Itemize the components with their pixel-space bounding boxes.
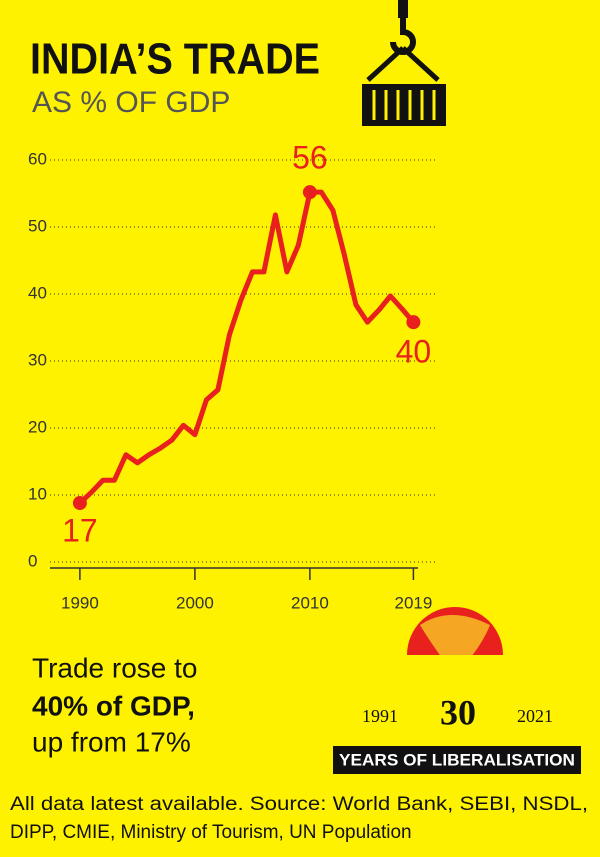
badge-end: 2021 xyxy=(517,706,553,726)
x-tick-label: 1990 xyxy=(61,593,99,612)
y-tick-label: 10 xyxy=(28,484,47,503)
annotation: 17 xyxy=(62,512,98,548)
source-line: All data latest available. Source: World… xyxy=(10,794,588,815)
point xyxy=(406,315,421,330)
y-tick-label: 40 xyxy=(28,283,47,302)
note-line: Trade rose to xyxy=(32,652,197,683)
annotation: 40 xyxy=(396,334,432,370)
annotation: 56 xyxy=(292,140,328,176)
badge: 1991 30 2021 YEARS OF LIBERALISATION xyxy=(333,607,581,774)
note-line: up from 17% xyxy=(32,726,191,757)
point xyxy=(302,185,317,200)
line xyxy=(78,189,416,505)
x-tick-label: 2010 xyxy=(291,593,329,612)
badge-number: 30 xyxy=(440,692,476,732)
y-tick-label: 20 xyxy=(28,417,47,436)
chart-subtitle: AS % OF GDP xyxy=(32,86,230,119)
source-line: DIPP, CMIE, Ministry of Tourism, UN Popu… xyxy=(10,822,412,843)
badge-bar xyxy=(333,746,581,774)
crane-icon xyxy=(362,0,446,126)
y-tick-label: 50 xyxy=(28,216,47,235)
globe-land xyxy=(420,615,490,675)
note-line: 40% of GDP, xyxy=(32,690,195,721)
x-tick-label: 2019 xyxy=(394,593,432,612)
y-tick-label: 0 xyxy=(28,551,37,570)
badge-caption: YEARS OF LIBERALISATION xyxy=(339,750,575,769)
globe-cut xyxy=(407,655,503,703)
y-tick-label: 60 xyxy=(28,149,47,168)
chart-title: INDIA’S TRADE xyxy=(30,35,320,84)
x-tick-label: 2000 xyxy=(176,593,214,612)
point xyxy=(72,496,87,511)
y-tick-label: 30 xyxy=(28,350,47,369)
badge-start: 1991 xyxy=(362,706,398,726)
